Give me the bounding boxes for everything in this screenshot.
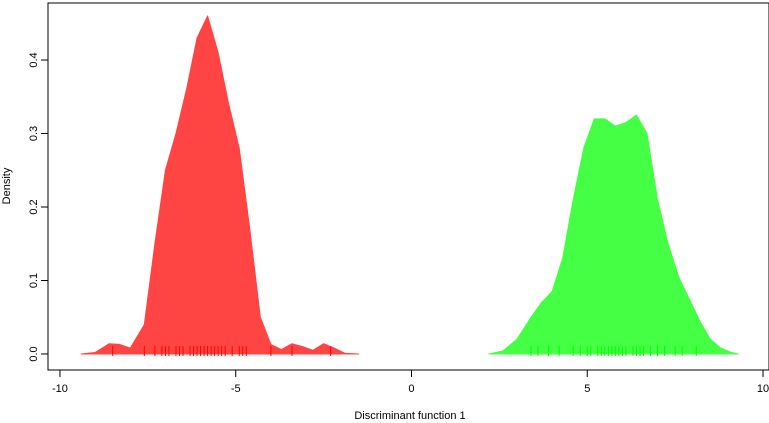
y-tick-label: 0.1 (28, 273, 40, 288)
x-axis-label: Discriminant function 1 (354, 410, 465, 422)
y-axis-label: Density (1, 167, 13, 204)
x-tick-label: 10 (757, 383, 769, 395)
density-area (80, 15, 360, 355)
plot-frame (47, 2, 769, 371)
x-tick-label: 0 (408, 383, 414, 395)
x-tick-label: -5 (231, 383, 241, 395)
x-tick-label: -10 (52, 383, 68, 395)
density-area (488, 114, 739, 355)
y-tick-label: 0.2 (28, 199, 40, 214)
y-tick-label: 0.3 (28, 126, 40, 141)
x-tick-label: 5 (584, 383, 590, 395)
y-tick-label: 0.0 (28, 346, 40, 361)
y-tick-label: 0.4 (28, 52, 40, 67)
